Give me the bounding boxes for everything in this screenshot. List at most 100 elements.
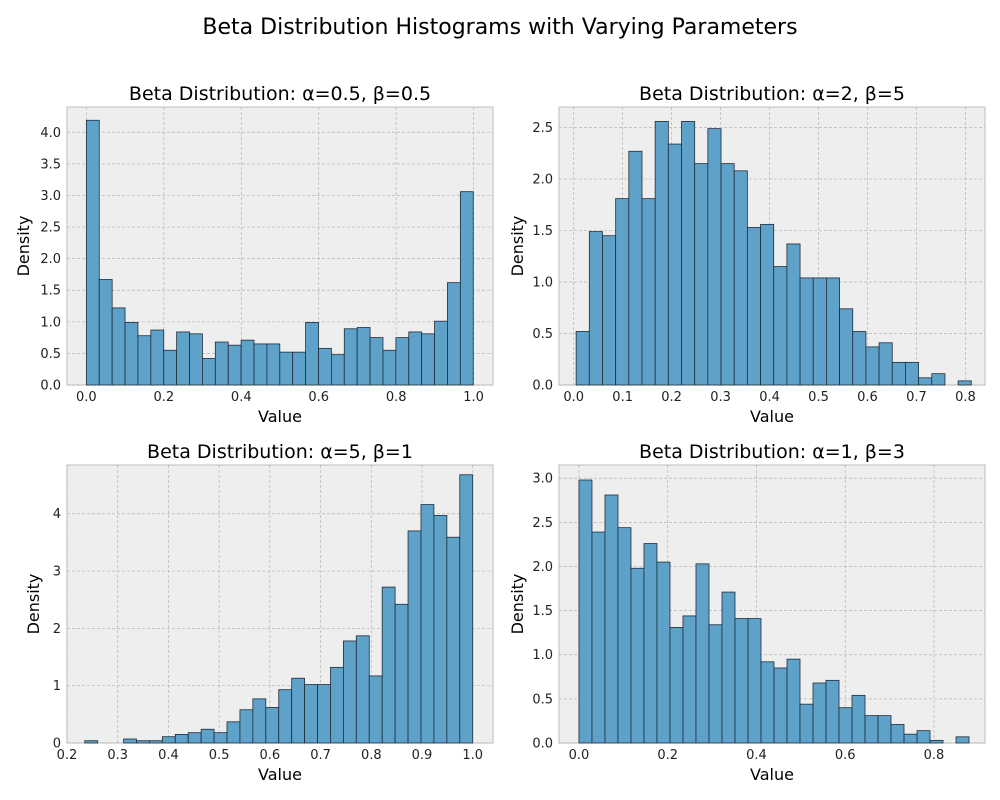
histogram-bar — [826, 277, 840, 386]
histogram-bar — [825, 679, 840, 744]
histogram-bar — [630, 567, 645, 744]
histogram-bar — [694, 163, 709, 386]
histogram-bar — [656, 561, 671, 744]
x-tick-label: 0.9 — [412, 748, 433, 763]
histogram-bar — [239, 709, 254, 744]
y-tick-label: 3.5 — [40, 157, 61, 172]
histogram-bar — [628, 150, 643, 386]
histogram-bar — [202, 358, 216, 386]
histogram-bar — [918, 377, 933, 386]
histogram-bar — [292, 351, 306, 386]
histogram-bar — [227, 344, 242, 386]
histogram-bar — [226, 721, 241, 744]
histogram-bar — [615, 198, 630, 386]
histogram-bar — [891, 361, 906, 386]
x-tick-label: 0.8 — [924, 748, 945, 763]
x-tick-label: 0.7 — [906, 390, 927, 405]
x-tick-label: 0.6 — [308, 390, 329, 405]
histogram-bar — [812, 682, 827, 744]
histogram-bar — [852, 331, 867, 386]
histogram-bar — [799, 277, 814, 386]
subplot-1: 0.0 0.2 0.4 0.6 0.8 1.0 0.0 0.5 1.0 1.5 2.0 2.5 3.0 3… — [14, 83, 494, 426]
x-tick-label: 0.5 — [808, 390, 829, 405]
histogram-bar — [408, 331, 423, 386]
histogram-bar — [643, 543, 658, 744]
histogram-bar — [84, 740, 99, 744]
histogram-bar — [721, 591, 736, 744]
subplot-title: Beta Distribution: α=0.5, β=0.5 — [129, 83, 431, 105]
histogram-bar — [382, 349, 397, 386]
histogram-bar — [356, 327, 371, 386]
histogram-bar — [720, 163, 735, 386]
histogram-bar — [123, 738, 137, 744]
histogram-bar — [187, 732, 202, 744]
histogram-bar — [305, 322, 319, 386]
histogram-bar — [708, 624, 723, 744]
histogram-bar — [304, 684, 318, 744]
histogram-bar — [278, 689, 293, 744]
histogram-bar — [746, 227, 761, 386]
histogram-bar — [98, 279, 113, 386]
histogram-bar — [654, 121, 669, 386]
histogram-bar — [343, 328, 358, 386]
histogram-bar — [733, 170, 748, 386]
histogram-bar — [865, 346, 880, 386]
y-tick-label: 2.5 — [532, 121, 553, 136]
histogram-bar — [812, 277, 827, 386]
histogram-bar — [786, 658, 801, 744]
x-tick-label: 0.8 — [361, 748, 382, 763]
y-tick-label: 2.0 — [532, 173, 553, 188]
histogram-bar — [420, 504, 435, 744]
x-axis-label: Value — [750, 407, 794, 426]
histogram-bar — [189, 333, 203, 386]
histogram-bar — [318, 347, 332, 386]
histogram-bar — [617, 527, 632, 744]
histogram-bar — [916, 730, 931, 744]
histogram-bar — [459, 474, 474, 744]
histogram-bar — [394, 603, 409, 744]
histogram-bar — [878, 342, 893, 386]
histogram-bar — [407, 530, 422, 744]
histogram-bar — [773, 266, 788, 386]
histogram-bar — [591, 531, 606, 744]
histogram-bar — [669, 626, 684, 744]
histogram-bar — [111, 307, 126, 386]
histogram-bar — [421, 333, 435, 386]
histogram-bar — [240, 339, 255, 386]
histogram-bar — [330, 666, 344, 744]
histogram-bar — [786, 243, 801, 386]
histogram-bar — [253, 343, 268, 386]
histogram-bar — [433, 515, 448, 744]
x-tick-label: 0.3 — [710, 390, 731, 405]
x-tick-label: 0.4 — [158, 748, 179, 763]
x-tick-label: 0.0 — [563, 390, 584, 405]
x-tick-label: 1.0 — [463, 390, 484, 405]
histogram-bar — [200, 728, 215, 744]
histogram-bar — [667, 143, 682, 386]
histogram-bar — [838, 707, 853, 744]
x-tick-label: 0.1 — [612, 390, 633, 405]
y-tick-label: 1.0 — [40, 315, 61, 330]
x-tick-label: 0.4 — [759, 390, 780, 405]
histogram-bar — [588, 231, 603, 386]
y-tick-label: 1.0 — [532, 648, 553, 663]
histogram-bar — [851, 694, 866, 744]
histogram-bar — [578, 479, 593, 744]
y-tick-label: 1.5 — [40, 284, 61, 299]
subplot-title: Beta Distribution: α=2, β=5 — [639, 83, 905, 105]
x-axis-label: Value — [750, 765, 794, 784]
y-tick-label: 0.5 — [532, 692, 553, 707]
x-tick-label: 0.2 — [153, 390, 174, 405]
y-tick-label: 1.0 — [532, 276, 553, 291]
histogram-bar — [330, 354, 345, 386]
histogram-bar — [355, 635, 370, 744]
histogram-bar — [395, 337, 410, 386]
histogram-bar — [799, 703, 814, 744]
histogram-bar — [877, 715, 892, 744]
subplot-3: 0.2 0.3 0.4 0.5 0.6 0.7 0.8 0.9 1.0 0 1 2 3 4 Beta Dis… — [24, 441, 494, 784]
x-tick-label: 0.2 — [661, 390, 682, 405]
y-tick-label: 2.5 — [532, 516, 553, 531]
x-tick-label: 0.0 — [569, 748, 590, 763]
histogram-bar — [839, 308, 854, 386]
x-tick-label: 0.6 — [260, 748, 281, 763]
